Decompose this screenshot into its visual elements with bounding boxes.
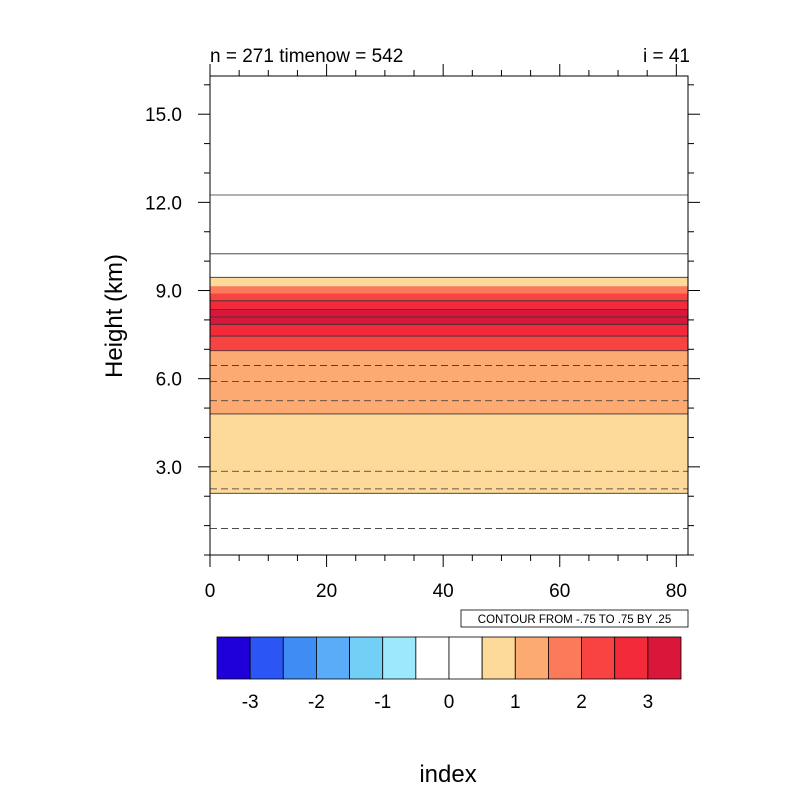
colorbar-swatch <box>481 636 516 680</box>
contour-band <box>210 413 688 494</box>
x-tick-label: 0 <box>205 581 216 602</box>
contour-band <box>210 493 688 555</box>
contour-band <box>210 300 688 310</box>
contour-band <box>210 324 688 337</box>
colorbar-swatch <box>249 636 284 680</box>
contour-band <box>210 350 688 414</box>
x-tick-label: 40 <box>433 581 454 602</box>
colorbar-label: -3 <box>242 692 259 713</box>
colorbar <box>216 636 682 680</box>
colorbar-swatch <box>448 636 483 680</box>
colorbar-label: -1 <box>374 692 391 713</box>
colorbar-swatch <box>514 636 549 680</box>
colorbar-label: 3 <box>643 692 654 713</box>
x-tick-label: 80 <box>666 581 687 602</box>
colorbar-label: 1 <box>510 692 521 713</box>
colorbar-label: -2 <box>308 692 325 713</box>
y-tick-label: 12.0 <box>145 193 182 214</box>
colorbar-label: 0 <box>444 692 455 713</box>
x-tick-label: 60 <box>549 581 570 602</box>
y-tick-label: 9.0 <box>156 282 182 303</box>
title-right: i = 41 <box>643 46 690 67</box>
colorbar-swatch <box>216 636 251 680</box>
colorbar-swatch <box>382 636 417 680</box>
y-tick-label: 6.0 <box>156 370 182 391</box>
title-left: n = 271 timenow = 542 <box>210 46 403 67</box>
contour-band <box>210 277 688 287</box>
colorbar-swatch <box>647 636 682 680</box>
contour-lines-layer <box>210 194 688 529</box>
axis-ticks <box>198 64 700 567</box>
colorbar-swatch <box>614 636 649 680</box>
contour-band <box>210 286 688 294</box>
colorbar-swatch <box>548 636 582 680</box>
colorbar-swatch <box>349 636 384 680</box>
contour-band <box>210 76 688 278</box>
x-tick-labels: 0 20 40 60 80 <box>205 581 687 602</box>
y-tick-labels: 3.0 6.0 9.0 12.0 15.0 <box>145 105 182 479</box>
colorbar-swatch <box>316 636 350 680</box>
plot-frame <box>209 75 689 556</box>
y-tick-label: 3.0 <box>156 458 182 479</box>
colorbar-swatch <box>282 636 317 680</box>
colorbar-label: 2 <box>576 692 587 713</box>
colorbar-swatch <box>581 636 616 680</box>
y-tick-label: 15.0 <box>145 105 182 126</box>
y-axis-label: Height (km) <box>101 254 128 378</box>
contour-info-box: CONTOUR FROM -.75 TO .75 BY .25 <box>460 609 689 628</box>
contour-band <box>210 336 688 351</box>
colorbar-swatch <box>415 636 450 680</box>
contour-band <box>210 293 688 301</box>
colorbar-labels: -3 -2 -1 0 1 2 3 <box>242 692 653 713</box>
contour-info-label: CONTOUR FROM -.75 TO .75 BY .25 <box>478 614 671 626</box>
contour-fill-layer <box>210 76 688 555</box>
x-tick-label: 20 <box>316 581 337 602</box>
x-axis-label: index <box>419 761 476 788</box>
